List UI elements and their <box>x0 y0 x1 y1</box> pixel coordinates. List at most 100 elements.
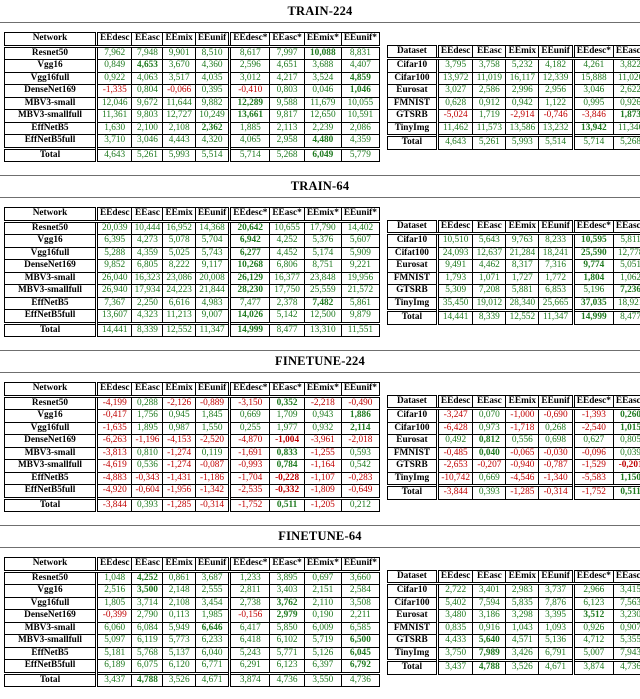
value-cell: 3,524 <box>303 71 342 85</box>
value-cell: 5,949 <box>162 621 196 635</box>
value-cell: 0,922 <box>94 71 133 85</box>
value-cell: -1,635 <box>94 421 133 435</box>
value-cell: 6,009 <box>303 621 342 635</box>
value-cell: 3,895 <box>269 570 305 585</box>
value-cell: 9,901 <box>162 45 196 60</box>
row-label: Cifar100 <box>386 421 438 435</box>
value-cell: 20,008 <box>194 271 231 285</box>
section-title: TRAIN-224 <box>287 4 353 18</box>
value-cell: 3,046 <box>131 134 164 149</box>
value-cell: 5,771 <box>269 646 305 660</box>
value-cell: -1,956 <box>162 484 196 499</box>
value-cell: 0,039 <box>612 446 640 460</box>
row-label: Vgg16 <box>4 409 97 423</box>
value-cell: 2,113 <box>269 121 305 135</box>
header-row: Dataset EEdesc EEasc EEmix EEunif EEdesc* EEas… <box>386 44 640 60</box>
column-header: EEdesc <box>94 32 133 48</box>
table-row: Resnet50 7,962 7,948 9,901 8,510 8,617 7,997 10… <box>4 45 380 60</box>
value-cell: 0,511 <box>269 496 305 512</box>
value-cell: 20,642 <box>228 220 271 235</box>
table-row: Eurosat3,4803,1863,2983,3953,5123,2303,2… <box>386 609 640 623</box>
section-finetune-64: FINETUNE-64 Network EEdesc EEasc EEmix EEunif… <box>0 524 640 699</box>
value-cell: 7,876 <box>538 596 574 610</box>
value-cell: 1,805 <box>94 596 133 610</box>
table-row: TinyImg 11,462 11,573 13,586 13,232 13,942 11,… <box>386 121 640 136</box>
value-cell: 0,119 <box>194 446 231 460</box>
value-cell: -0,417 <box>94 409 133 423</box>
column-header: EEmix <box>505 44 540 60</box>
value-cell: 0,556 <box>505 434 540 448</box>
row-label: Vgg16full <box>4 246 97 260</box>
value-cell: 24,223 <box>162 284 196 298</box>
row-label: Eurosat <box>386 434 438 448</box>
value-cell: 5,719 <box>303 634 342 648</box>
value-cell: 6,233 <box>194 634 231 648</box>
column-header: EEmix* <box>303 557 342 573</box>
section-divider-rule <box>0 525 640 526</box>
value-cell: 0,805 <box>612 434 640 448</box>
column-header: Dataset <box>386 394 438 410</box>
value-cell: 3,526 <box>162 671 196 687</box>
value-cell: 3,186 <box>472 609 507 623</box>
value-cell: -1,752 <box>228 496 271 512</box>
value-cell: 4,065 <box>228 134 271 149</box>
value-cell: 0,784 <box>269 459 305 473</box>
value-cell: -2,540 <box>571 421 614 435</box>
column-header: EEdesc* <box>571 44 614 60</box>
value-cell: 6,616 <box>162 296 196 310</box>
value-cell: 2,362 <box>194 121 231 135</box>
table-row: Cifar100 13,972 11,019 16,117 12,339 15,888 11… <box>386 71 640 85</box>
value-cell: 23,086 <box>162 271 196 285</box>
value-cell: 2,148 <box>162 584 196 598</box>
column-header: Dataset <box>386 219 438 235</box>
value-cell: -2,520 <box>194 434 231 448</box>
value-cell: 13,310 <box>303 321 342 337</box>
table-row: Vgg16 6,395 4,273 5,078 5,704 6,942 4,252 5,376… <box>4 234 380 248</box>
table-row: Resnet50 20,039 10,444 16,952 14,368 20,642 10… <box>4 220 380 235</box>
tables-row: Network EEdesc EEasc EEmix EEunif EEdesc* EEas… <box>0 548 640 699</box>
value-cell: 1,630 <box>94 121 133 135</box>
value-cell: 7,236 <box>612 284 640 298</box>
table-row: Vgg16full -1,635 1,895 0,987 1,550 0,255 1,977… <box>4 421 380 435</box>
column-header: EEdesc* <box>228 382 271 398</box>
table-row: Cifat100 24,093 12,637 21,284 18,241 25,590 12… <box>386 246 640 260</box>
row-label: MBV3-smallfull <box>4 634 97 648</box>
value-cell: 6,791 <box>538 646 574 661</box>
table-row: GTSRB4,4335,6404,5715,1364,7125,3554,417… <box>386 634 640 648</box>
table-row: Vgg16 2,516 3,500 2,148 2,555 2,811 3,403 2,151… <box>4 584 380 598</box>
value-cell: -0,889 <box>194 395 231 410</box>
value-cell: -3,813 <box>94 446 133 460</box>
column-header: EEunif* <box>340 207 380 223</box>
table-row: FMNIST0,8350,9161,0431,0930,9260,9071,09… <box>386 621 640 635</box>
value-cell: 5,773 <box>162 634 196 648</box>
column-header: EEasc* <box>269 557 305 573</box>
section-title: FINETUNE-64 <box>278 529 362 543</box>
value-cell: -3,844 <box>94 496 133 512</box>
value-cell: 0,190 <box>303 609 342 623</box>
value-cell: 6,060 <box>94 621 133 635</box>
value-cell: 26,129 <box>228 271 271 285</box>
value-cell: 8,222 <box>162 259 196 273</box>
value-cell: 18,241 <box>538 246 574 260</box>
value-cell: 2,622 <box>612 84 640 98</box>
value-cell: 0,393 <box>472 484 507 500</box>
value-cell: 4,261 <box>571 58 614 73</box>
value-cell: 6,417 <box>228 621 271 635</box>
value-cell: 1,845 <box>194 409 231 423</box>
column-header: EEdesc <box>435 44 474 60</box>
column-header: EEasc* <box>612 394 640 410</box>
row-label: Resnet50 <box>4 45 97 60</box>
table-row: DenseNet169 -1,335 0,804 -0,066 0,395 -0,410 0… <box>4 84 380 98</box>
value-cell: -0,485 <box>435 446 474 460</box>
value-cell: 6,853 <box>538 284 574 298</box>
table-row: MBV3-smallfull 11,361 9,803 12,727 10,249 13,… <box>4 109 380 123</box>
value-cell: 25,590 <box>571 246 614 260</box>
value-cell: 13,607 <box>94 309 133 324</box>
table-row: Cifar102,7223,4012,9833,7372,9663,4153,0… <box>386 583 640 598</box>
column-header: EEmix* <box>303 382 342 398</box>
value-cell: 0,912 <box>472 96 507 110</box>
value-cell: 5,514 <box>194 146 231 162</box>
value-cell: 12,637 <box>472 246 507 260</box>
value-cell: -0,746 <box>538 109 574 123</box>
